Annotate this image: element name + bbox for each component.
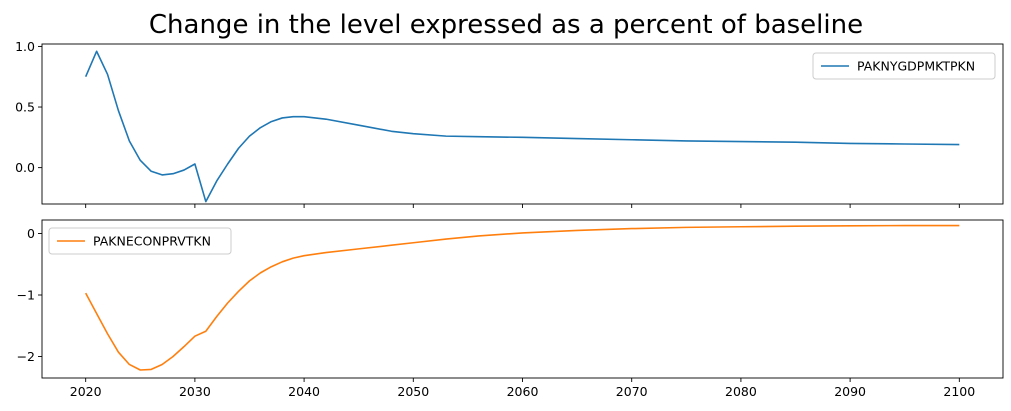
y-tick-label: 0.5 (15, 100, 35, 115)
x-tick-label: 2040 (288, 384, 320, 399)
legend-label: PAKNYGDPMKTPKN (857, 59, 975, 74)
x-tick-label: 2070 (616, 384, 648, 399)
series-line-pakneconprvtkn (84, 224, 960, 371)
legend: PAKNYGDPMKTPKN (812, 52, 996, 80)
x-tick-label: 2020 (70, 384, 102, 399)
y-tick-label: −1 (17, 288, 35, 303)
series-line-paknygdpmktpkn (84, 50, 960, 203)
x-tick-label: 2090 (834, 384, 866, 399)
x-tick-label: 2080 (725, 384, 757, 399)
x-tick-label: 2100 (943, 384, 975, 399)
top-panel: 0.0 0.5 1.0 PAKNYGDPMKTPKN (15, 39, 1004, 208)
y-tick-label: −2 (17, 349, 35, 364)
bottom-panel: −2 −1 0 2020 2030 2040 2050 2060 2070 2080 2090 210… (17, 219, 1004, 399)
legend-label: PAKNECONPRVTKN (93, 234, 211, 249)
legend: PAKNECONPRVTKN (48, 227, 232, 255)
y-tick-label: 0 (27, 226, 35, 241)
x-tick-label: 2030 (179, 384, 211, 399)
legend-box (812, 52, 996, 80)
y-tick-label: 0.0 (15, 160, 35, 175)
legend-box (48, 227, 232, 255)
x-tick-label: 2060 (507, 384, 539, 399)
y-tick-label: 1.0 (15, 39, 35, 54)
chart-title: Change in the level expressed as a perce… (149, 10, 863, 40)
x-tick-label: 2050 (397, 384, 429, 399)
